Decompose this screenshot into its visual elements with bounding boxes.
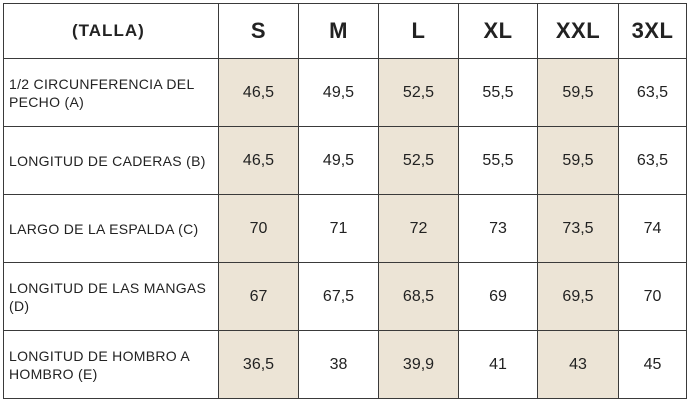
cell-value: 45	[618, 330, 687, 399]
cell-value: 39,9	[378, 330, 459, 399]
table-row: 1/2 CIRCUNFERENCIA DEL PECHO (A) 46,5 49…	[3, 58, 687, 127]
cell-value: 63,5	[618, 58, 687, 127]
cell-value: 55,5	[458, 126, 538, 195]
cell-value: 49,5	[298, 126, 379, 195]
cell-value: 68,5	[378, 262, 459, 331]
header-size-s: S	[218, 3, 299, 59]
cell-value: 69,5	[537, 262, 619, 331]
cell-value: 72	[378, 194, 459, 263]
cell-value: 59,5	[537, 58, 619, 127]
cell-value: 49,5	[298, 58, 379, 127]
row-label-sleeves: LONGITUD DE LAS MANGAS (D)	[3, 262, 219, 331]
cell-value: 52,5	[378, 126, 459, 195]
header-size-label: (TALLA)	[3, 3, 219, 59]
cell-value: 69	[458, 262, 538, 331]
cell-value: 59,5	[537, 126, 619, 195]
cell-value: 43	[537, 330, 619, 399]
row-label-shoulders: LONGITUD DE HOMBRO A HOMBRO (E)	[3, 330, 219, 399]
cell-value: 46,5	[218, 126, 299, 195]
header-size-l: L	[378, 3, 459, 59]
cell-value: 71	[298, 194, 379, 263]
row-label-hips: LONGITUD DE CADERAS (B)	[3, 126, 219, 195]
cell-value: 73,5	[537, 194, 619, 263]
cell-value: 74	[618, 194, 687, 263]
cell-value: 70	[618, 262, 687, 331]
cell-value: 46,5	[218, 58, 299, 127]
header-size-3xl: 3XL	[618, 3, 687, 59]
table-row: LARGO DE LA ESPALDA (C) 70 71 72 73 73,5…	[3, 194, 687, 263]
table-row: LONGITUD DE CADERAS (B) 46,5 49,5 52,5 5…	[3, 126, 687, 195]
cell-value: 38	[298, 330, 379, 399]
table-row: LONGITUD DE LAS MANGAS (D) 67 67,5 68,5 …	[3, 262, 687, 331]
cell-value: 70	[218, 194, 299, 263]
table-row: LONGITUD DE HOMBRO A HOMBRO (E) 36,5 38 …	[3, 330, 687, 399]
size-chart-table: (TALLA) S M L XL XXL 3XL 1/2 CIRCUNFEREN…	[3, 3, 687, 399]
cell-value: 55,5	[458, 58, 538, 127]
cell-value: 67	[218, 262, 299, 331]
cell-value: 67,5	[298, 262, 379, 331]
header-size-m: M	[298, 3, 379, 59]
row-label-back-length: LARGO DE LA ESPALDA (C)	[3, 194, 219, 263]
cell-value: 41	[458, 330, 538, 399]
cell-value: 73	[458, 194, 538, 263]
cell-value: 63,5	[618, 126, 687, 195]
header-size-xxl: XXL	[537, 3, 619, 59]
header-size-xl: XL	[458, 3, 538, 59]
cell-value: 36,5	[218, 330, 299, 399]
cell-value: 52,5	[378, 58, 459, 127]
row-label-chest: 1/2 CIRCUNFERENCIA DEL PECHO (A)	[3, 58, 219, 127]
size-header-row: (TALLA) S M L XL XXL 3XL	[3, 3, 687, 59]
